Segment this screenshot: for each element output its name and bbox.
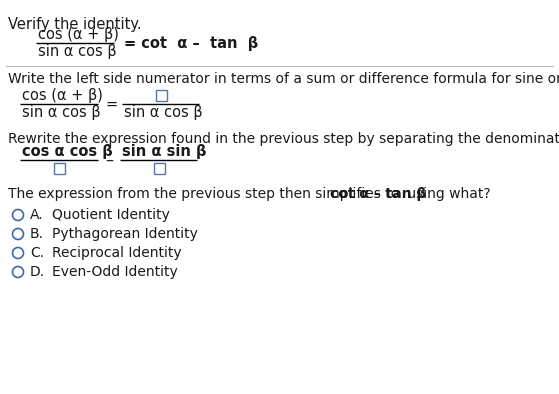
Text: cos (α + β): cos (α + β): [22, 88, 103, 103]
Text: Reciprocal Identity: Reciprocal Identity: [52, 246, 182, 260]
Text: sin α cos β: sin α cos β: [124, 104, 202, 120]
Text: B.: B.: [30, 227, 44, 241]
Text: Quotient Identity: Quotient Identity: [52, 208, 170, 222]
Text: cot α – tan β: cot α – tan β: [330, 187, 427, 201]
Text: C.: C.: [30, 246, 44, 260]
Text: sin α cos β: sin α cos β: [38, 44, 117, 59]
Text: sin α cos β: sin α cos β: [22, 104, 101, 120]
Text: Write the left side numerator in terms of a sum or difference formula for sine o: Write the left side numerator in terms o…: [8, 72, 559, 86]
Text: using what?: using what?: [404, 187, 491, 201]
Text: Pythagorean Identity: Pythagorean Identity: [52, 227, 198, 241]
Text: cos α cos β: cos α cos β: [22, 145, 113, 160]
Text: = cot  α –  tan  β: = cot α – tan β: [124, 35, 258, 50]
Text: Rewrite the expression found in the previous step by separating the denominator.: Rewrite the expression found in the prev…: [8, 132, 559, 146]
Text: D.: D.: [30, 265, 45, 279]
Text: Even-Odd Identity: Even-Odd Identity: [52, 265, 178, 279]
Bar: [156, 90, 167, 101]
Bar: [54, 163, 65, 174]
Text: The expression from the previous step then simplifies to: The expression from the previous step th…: [8, 187, 404, 201]
Text: =: =: [106, 97, 118, 112]
Text: –: –: [106, 152, 113, 167]
Text: cos (α + β): cos (α + β): [38, 28, 119, 43]
Text: A.: A.: [30, 208, 44, 222]
Text: sin α sin β: sin α sin β: [122, 145, 206, 160]
Bar: [154, 163, 165, 174]
Text: Verify the identity.: Verify the identity.: [8, 17, 141, 32]
